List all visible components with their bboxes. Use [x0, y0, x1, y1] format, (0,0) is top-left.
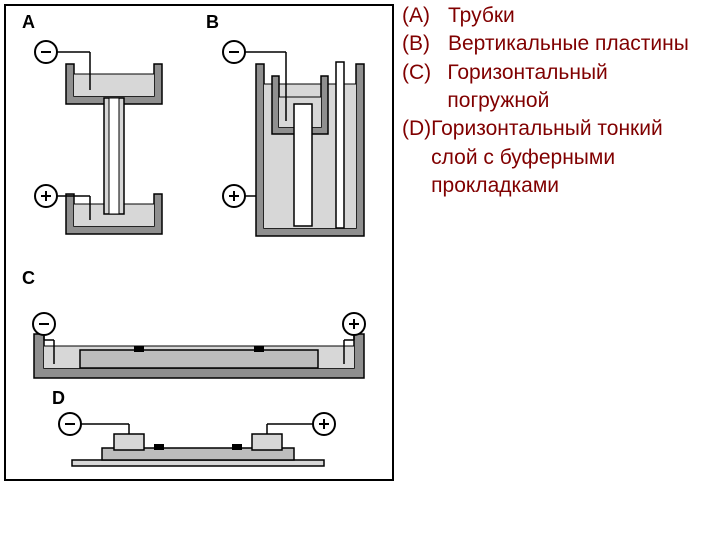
- svg-text:B: B: [206, 12, 219, 32]
- legend-text: Трубки: [448, 2, 515, 30]
- legend-text: Вертикальные пластины: [448, 30, 689, 58]
- legend-text: Горизонтальный погружной: [447, 59, 712, 116]
- diagram-frame: A B C D: [4, 4, 394, 481]
- legend-key: (D): [402, 115, 431, 200]
- legend: (A) Трубки (B) Вертикальные пластины (C)…: [394, 0, 720, 540]
- legend-item-b: (B) Вертикальные пластины: [402, 30, 712, 58]
- legend-text: Горизонтальный тонкий слой с буферными п…: [431, 115, 712, 200]
- legend-item-d: (D) Горизонтальный тонкий слой с буферны…: [402, 115, 712, 200]
- legend-key: (B): [402, 30, 448, 58]
- legend-item-c: (C) Горизонтальный погружной: [402, 59, 712, 116]
- svg-text:D: D: [52, 388, 65, 408]
- svg-text:C: C: [22, 268, 35, 288]
- svg-text:A: A: [22, 12, 35, 32]
- legend-item-a: (A) Трубки: [402, 2, 712, 30]
- legend-key: (C): [402, 59, 447, 116]
- legend-key: (A): [402, 2, 448, 30]
